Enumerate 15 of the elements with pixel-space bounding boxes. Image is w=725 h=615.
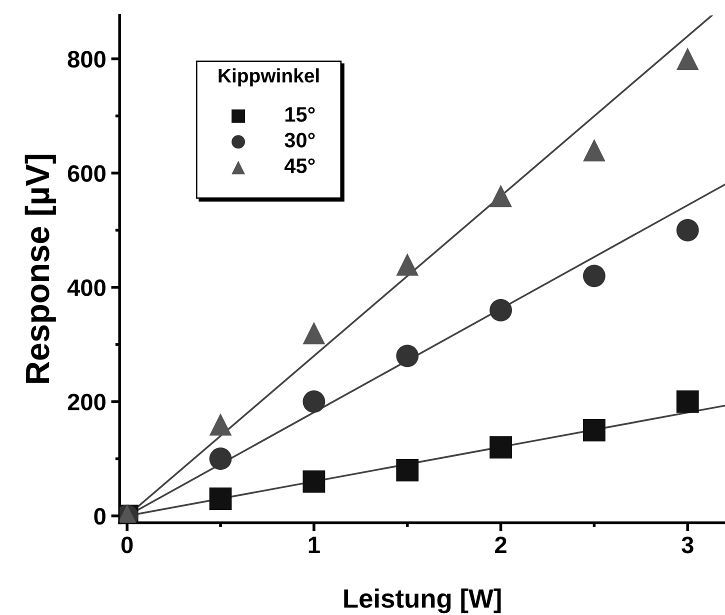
legend-label: 15° — [285, 107, 315, 122]
y-tick-label: 0 — [94, 508, 106, 525]
y-axis-title: Response [µV] — [24, 154, 56, 383]
y-tick-label: 400 — [67, 279, 106, 296]
legend-title: Kippwinkel — [218, 68, 319, 86]
x-tick-label: 1 — [308, 536, 320, 554]
x-tick-label: 3 — [682, 536, 694, 554]
x-tick-label: 0 — [121, 536, 133, 554]
y-tick-label: 200 — [68, 394, 106, 410]
x-axis-title: Leistung [W] — [344, 588, 501, 614]
legend-label: 30° — [284, 132, 315, 148]
legend-label: 45° — [284, 158, 315, 174]
y-tick-label: 600 — [68, 165, 106, 182]
x-tick-label: 2 — [495, 536, 506, 554]
y-tick-label: 800 — [68, 50, 106, 68]
